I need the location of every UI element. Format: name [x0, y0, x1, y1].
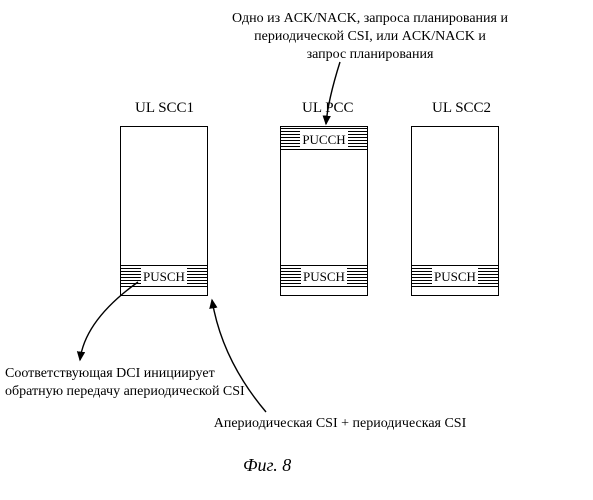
figure-label-text: Фиг. 8 — [243, 455, 291, 475]
csi-text: Апериодическая CSI + периодическая CSI — [214, 416, 467, 431]
region-label: PUSCH — [141, 268, 187, 286]
carrier-label-text: UL PCC — [302, 100, 354, 116]
block-scc2: PUSCH — [411, 126, 499, 296]
region-pusch: PUSCH — [281, 265, 367, 287]
region-label: PUSCH — [301, 268, 347, 286]
block-scc1: PUSCH — [120, 126, 208, 296]
region-label: PUSCH — [432, 268, 478, 286]
top-caption-line2: периодической CSI, или ACK/NACK и — [254, 29, 486, 44]
region-pucch: PUCCH — [281, 128, 367, 150]
dci-line1: Соответствующая DCI инициирует — [5, 366, 215, 381]
top-caption: Одно из ACK/NACK, запроса планирования и… — [200, 10, 540, 65]
carrier-label-scc2: UL SCC2 — [432, 100, 491, 117]
figure-label: Фиг. 8 — [243, 455, 291, 476]
region-label: PUCCH — [300, 131, 347, 149]
region-pusch: PUSCH — [121, 265, 207, 287]
carrier-label-scc1: UL SCC1 — [135, 100, 194, 117]
csi-annotation: Апериодическая CSI + периодическая CSI — [180, 415, 500, 433]
top-caption-line3: запрос планирования — [307, 47, 434, 62]
carrier-label-pcc: UL PCC — [302, 100, 354, 117]
region-pusch: PUSCH — [412, 265, 498, 287]
carrier-label-text: UL SCC1 — [135, 100, 194, 116]
dci-line2: обратную передачу апериодической CSI — [5, 384, 245, 399]
top-caption-line1: Одно из ACK/NACK, запроса планирования и — [232, 11, 508, 26]
carrier-label-text: UL SCC2 — [432, 100, 491, 116]
dci-annotation: Соответствующая DCI инициирует обратную … — [5, 365, 265, 401]
block-pcc: PUCCH PUSCH — [280, 126, 368, 296]
